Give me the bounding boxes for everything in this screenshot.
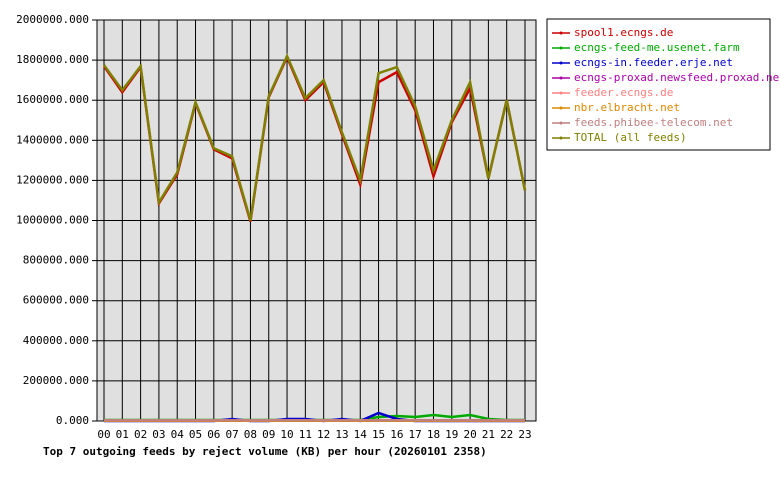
y-tick-label: 400000.000 [23,334,89,347]
x-tick-label: 06 [207,428,220,441]
x-tick-label: 13 [335,428,348,441]
legend-marker [559,106,563,110]
x-tick-label: 18 [427,428,440,441]
y-tick-label: 1000000.000 [16,214,89,227]
chart-title: Top 7 outgoing feeds by reject volume (K… [43,445,487,458]
x-tick-label: 16 [390,428,403,441]
x-tick-label: 23 [518,428,531,441]
legend-label: spool1.ecngs.de [574,26,673,39]
y-tick-label: 2000000.000 [16,13,89,26]
y-tick-label: 1600000.000 [16,93,89,106]
x-tick-label: 01 [116,428,129,441]
x-tick-label: 10 [280,428,293,441]
x-tick-label: 21 [482,428,495,441]
y-tick-label: 0.000 [56,414,89,427]
series-line [102,53,527,221]
x-tick-label: 15 [372,428,385,441]
legend-marker [559,121,563,125]
legend-box [546,18,771,151]
y-tick-label: 600000.000 [23,294,89,307]
x-tick-label: 11 [299,428,312,441]
legend-label: ecngs-proxad.newsfeed.proxad.net [574,71,780,84]
y-tick-label: 1400000.000 [16,133,89,146]
legend-label: nbr.elbracht.net [574,101,680,114]
legend-marker [559,46,563,50]
y-tick-label: 1200000.000 [16,173,89,186]
x-tick-label: 09 [262,428,275,441]
legend-label: feeds.phibee-telecom.net [574,116,733,129]
legend-marker [559,91,563,95]
y-tick-label: 1800000.000 [16,53,89,66]
x-tick-label: 12 [317,428,330,441]
x-tick-label: 02 [134,428,147,441]
legend-marker [559,61,563,65]
x-tick-label: 17 [409,428,422,441]
x-tick-label: 14 [354,428,368,441]
x-tick-label: 22 [500,428,513,441]
y-tick-label: 200000.000 [23,374,89,387]
x-tick-label: 03 [152,428,165,441]
legend-label: feeder.ecngs.de [574,86,673,99]
x-tick-label: 00 [97,428,110,441]
legend-label: ecngs-in.feeder.erje.net [574,56,733,69]
x-tick-label: 04 [171,428,185,441]
x-tick-label: 20 [463,428,476,441]
legend-marker [559,136,563,140]
legend-marker [559,31,563,35]
x-tick-label: 08 [244,428,257,441]
x-tick-label: 05 [189,428,202,441]
x-tick-label: 19 [445,428,458,441]
y-tick-label: 800000.000 [23,254,89,267]
legend-label: TOTAL (all feeds) [574,131,687,144]
legend-label: ecngs-feed-me.usenet.farm [574,41,740,54]
legend-marker [559,76,563,80]
x-tick-label: 07 [226,428,239,441]
